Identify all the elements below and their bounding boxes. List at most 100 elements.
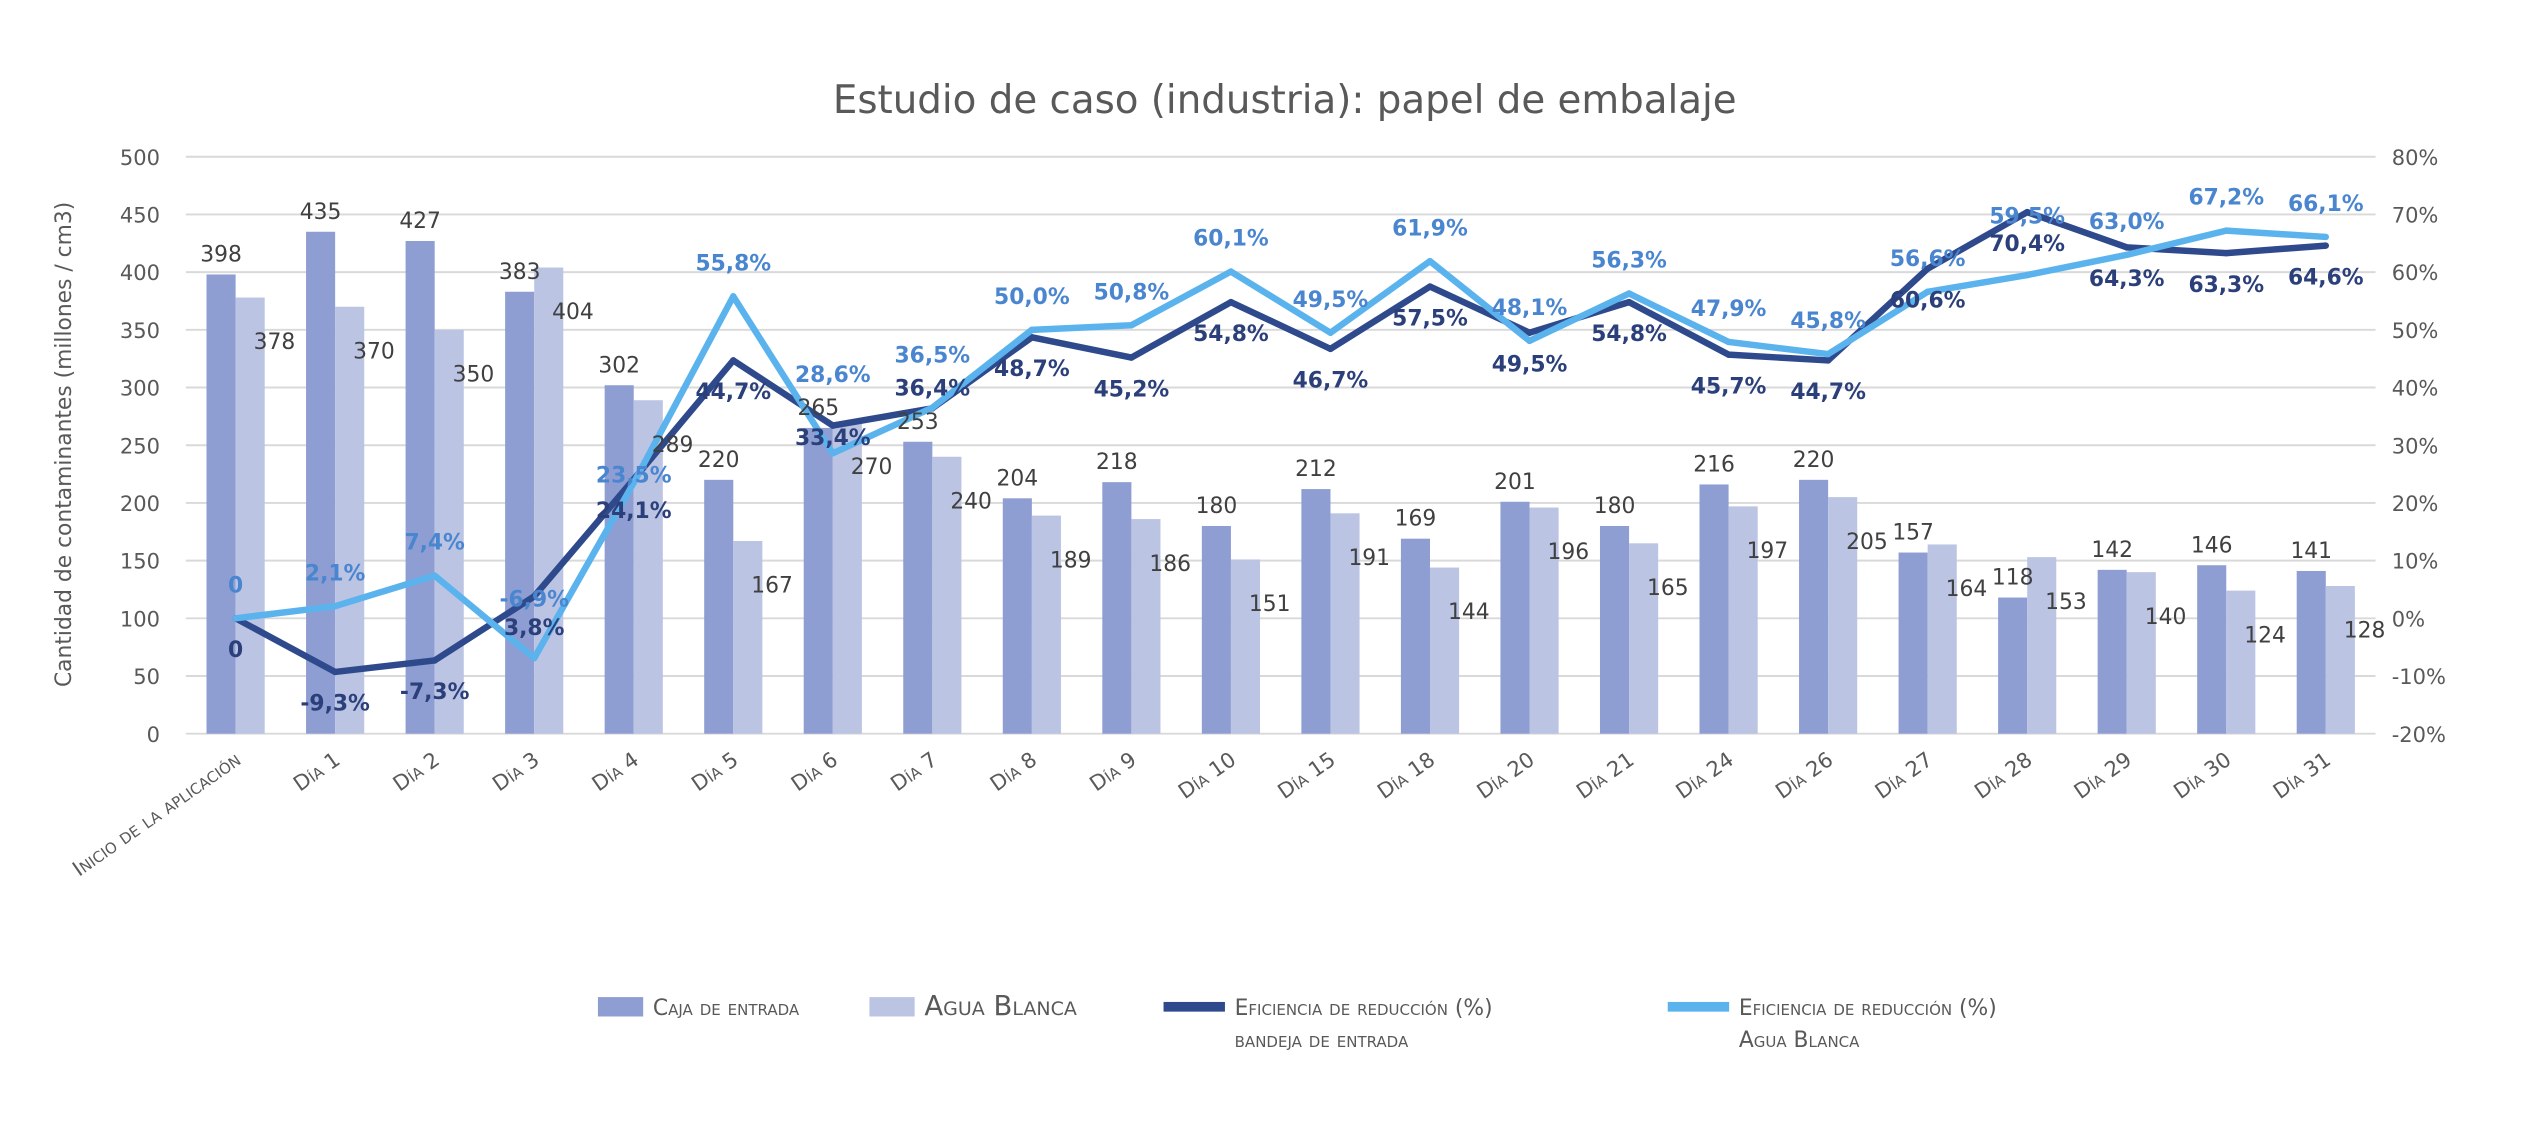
- bar-label: 189: [1050, 548, 1092, 573]
- line-point: [1625, 298, 1633, 306]
- y-tick-label: 250: [120, 434, 160, 458]
- bar-agua-blanca: [1330, 513, 1360, 734]
- line-label: 63,3%: [2188, 273, 2264, 298]
- line-point: [1924, 288, 1931, 295]
- x-tick-label: Día 18: [1373, 747, 1439, 804]
- line-label: 47,9%: [1691, 297, 1767, 322]
- legend-swatch: [1667, 1001, 1730, 1012]
- bar-agua-blanca: [1828, 497, 1858, 734]
- bar-label: 144: [1448, 600, 1490, 625]
- line-label: 61,9%: [1392, 216, 1468, 241]
- data-labels: 3983784353704273503834043022892201672652…: [200, 186, 2385, 717]
- x-tick-label: Día 4: [588, 747, 643, 796]
- bar-agua-blanca: [2325, 585, 2355, 734]
- bar-label: 191: [1348, 546, 1390, 571]
- line-label: 45,8%: [1790, 309, 1866, 334]
- y2-tick-label: 80%: [2392, 146, 2439, 170]
- bar-agua-blanca: [932, 456, 962, 734]
- bar-label: 204: [997, 466, 1039, 491]
- bar-caja-de-entrada: [306, 231, 336, 734]
- bar-agua-blanca: [1429, 567, 1460, 734]
- line-label: 64,3%: [2089, 267, 2165, 292]
- line-point: [829, 422, 837, 429]
- legend-swatch: [869, 997, 915, 1017]
- bar-label: 289: [652, 433, 694, 458]
- bar-label: 124: [2244, 623, 2286, 648]
- line-label: 60,1%: [1193, 227, 1269, 252]
- bar-caja-de-entrada: [505, 291, 535, 734]
- bar-caja-de-entrada: [1699, 484, 1729, 734]
- legend-label: Eficiencia de reducción (%) Agua Blanca: [1739, 996, 1997, 1053]
- legend-label: Agua Blanca: [924, 991, 1077, 1022]
- line-point: [1625, 290, 1633, 297]
- bar-label: 180: [1594, 494, 1636, 519]
- legend: Caja de entrada Agua Blanca Eficiencia de …: [597, 991, 1997, 1053]
- bar-caja-de-entrada: [1102, 482, 1132, 734]
- bar-label: 270: [851, 455, 893, 480]
- line-point: [2322, 233, 2330, 241]
- chart-title: Estudio de caso (industria): papel de em…: [833, 78, 1737, 123]
- bar-agua-blanca: [832, 422, 862, 734]
- bar-caja-de-entrada: [206, 274, 236, 734]
- line-label: 50,8%: [1094, 280, 1170, 305]
- x-tick-label: Día 9: [1085, 747, 1140, 796]
- line-point: [2123, 244, 2130, 251]
- x-tick-label: Día 26: [1771, 747, 1837, 804]
- legend-label: Caja de entrada: [653, 996, 800, 1021]
- bar-label: 220: [698, 448, 740, 473]
- line-label: 48,7%: [994, 357, 1070, 382]
- line-label: 63,0%: [2089, 210, 2165, 235]
- y-tick-label: 400: [120, 261, 160, 285]
- line-point: [2322, 242, 2330, 249]
- x-tick-label: Día 20: [1472, 747, 1538, 804]
- bar-caja-de-entrada: [704, 479, 734, 734]
- bar-label: 157: [1892, 521, 1934, 546]
- line-label: 3,8%: [504, 616, 565, 641]
- legend-swatch: [1163, 1001, 1225, 1012]
- line-point: [1227, 298, 1235, 306]
- line-point: [730, 293, 737, 300]
- bar-caja-de-entrada: [1998, 597, 2028, 734]
- line-point: [331, 668, 339, 676]
- y2-tick-label: 50%: [2392, 319, 2439, 343]
- bar-label: 205: [1846, 530, 1888, 555]
- line-label: 56,6%: [1890, 247, 1966, 272]
- y-tick-label: 200: [120, 492, 160, 516]
- line-point: [1028, 326, 1036, 334]
- line-point: [1924, 265, 1931, 272]
- bar-label: 201: [1494, 470, 1536, 495]
- line-point: [2123, 251, 2130, 259]
- line-label: 50,0%: [994, 285, 1070, 310]
- line-label: 24,1%: [596, 499, 672, 524]
- x-tick-label: Día 21: [1572, 747, 1638, 804]
- bar-caja-de-entrada: [1799, 479, 1829, 734]
- line-label: 54,8%: [1591, 322, 1667, 347]
- bar-caja-de-entrada: [1898, 552, 1928, 734]
- bar-agua-blanca: [1031, 515, 1061, 734]
- bar-label: 398: [200, 243, 242, 268]
- y2-tick-label: -10%: [2392, 665, 2446, 689]
- line-point: [1227, 268, 1235, 275]
- bar-caja-de-entrada: [604, 385, 634, 734]
- y2-tick-label: -20%: [2392, 723, 2446, 747]
- line-point: [2223, 227, 2230, 234]
- bar-caja-de-entrada: [1301, 489, 1331, 734]
- line-label: 57,5%: [1392, 306, 1468, 331]
- line-point: [1824, 357, 1832, 364]
- legend-label: Eficiencia de reducción (%) bandeja de en…: [1235, 996, 1493, 1053]
- line-point: [1725, 338, 1732, 346]
- x-tick-label: Día 30: [2169, 747, 2235, 804]
- bar-agua-blanca: [2126, 572, 2156, 734]
- line-point: [530, 593, 538, 600]
- y-tick-label: 350: [120, 319, 160, 343]
- line-label: 0: [228, 638, 243, 663]
- line-label: 70,4%: [1989, 232, 2065, 257]
- bar-caja-de-entrada: [2197, 565, 2227, 734]
- line-point: [630, 479, 637, 486]
- lines: [232, 208, 2330, 676]
- bar-label: 435: [300, 200, 342, 225]
- bar-caja-de-entrada: [803, 427, 833, 734]
- line-label: 44,7%: [695, 380, 771, 405]
- bar-agua-blanca: [1728, 506, 1758, 734]
- line-label: 45,7%: [1691, 374, 1767, 399]
